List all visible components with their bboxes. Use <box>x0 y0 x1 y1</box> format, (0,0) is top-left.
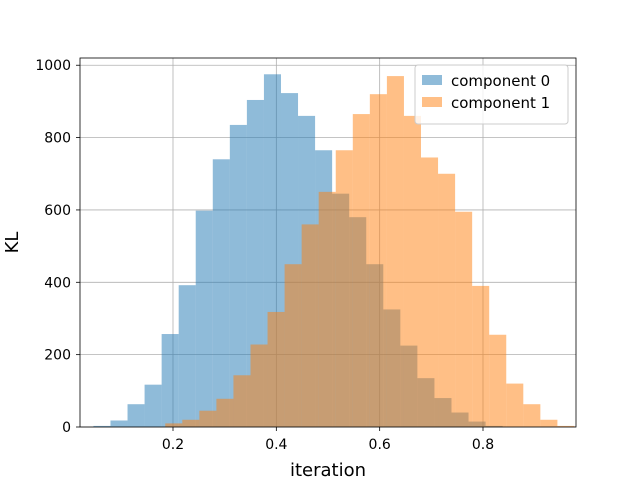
bar-series-0 <box>110 420 128 427</box>
bar-series-1 <box>438 173 456 427</box>
bar-series-1 <box>182 419 200 427</box>
y-tick-label: 0 <box>62 420 71 436</box>
bar-series-1 <box>233 375 251 427</box>
y-tick-label: 400 <box>44 275 71 291</box>
bar-series-1 <box>421 157 439 427</box>
bar-series-1 <box>165 423 183 427</box>
x-tick-label: 0.8 <box>472 437 494 453</box>
bar-series-0 <box>212 159 230 427</box>
x-tick-label: 0.2 <box>162 437 184 453</box>
legend-label-1: component 1 <box>451 94 550 112</box>
bar-series-0 <box>195 210 213 427</box>
bar-series-1 <box>267 311 285 427</box>
legend-label-0: component 0 <box>451 72 550 90</box>
bar-series-1 <box>506 383 524 427</box>
bar-series-0 <box>144 384 162 427</box>
bar-series-1 <box>557 425 575 427</box>
bar-series-1 <box>301 224 319 427</box>
y-tick-label: 1000 <box>35 58 71 74</box>
y-tick-label: 800 <box>44 131 71 147</box>
bar-series-1 <box>455 211 473 427</box>
legend-box <box>414 64 569 125</box>
bar-series-1 <box>403 115 421 427</box>
bar-series-1 <box>335 150 353 427</box>
bar-series-0 <box>178 285 196 427</box>
y-tick-label: 600 <box>44 203 71 219</box>
legend-swatch-1 <box>422 97 442 107</box>
y-tick-label: 200 <box>44 348 71 364</box>
bar-series-1 <box>318 191 336 427</box>
bar-series-1 <box>489 334 507 427</box>
bar-series-0 <box>229 124 247 428</box>
bar-series-1 <box>386 76 404 428</box>
bar-series-1 <box>352 114 370 427</box>
bar-series-1 <box>250 344 268 427</box>
bar-series-1 <box>369 94 387 428</box>
x-tick-label: 0.4 <box>265 437 287 453</box>
legend: component 0 component 1 <box>414 64 569 125</box>
x-axis-label: iteration <box>290 460 366 480</box>
bar-series-0 <box>127 404 145 427</box>
bar-series-0 <box>93 425 111 427</box>
bar-series-1 <box>199 410 217 427</box>
bar-series-0 <box>161 334 179 427</box>
histogram-bars <box>93 74 575 428</box>
bar-series-1 <box>472 285 490 427</box>
bar-series-1 <box>523 404 541 427</box>
x-tick-label: 0.6 <box>369 437 391 453</box>
bar-series-1 <box>216 398 234 427</box>
bar-series-1 <box>540 419 558 427</box>
plot-frame <box>79 57 577 428</box>
bar-series-1 <box>284 264 302 427</box>
axis-ticks: 0.2 0.4 0.6 0.8 0 200 400 600 800 1000 <box>35 58 494 453</box>
y-axis-label: KL <box>2 232 23 254</box>
legend-swatch-0 <box>422 75 442 85</box>
